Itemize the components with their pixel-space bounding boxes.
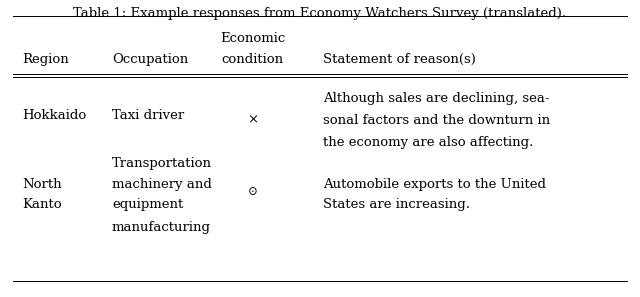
Text: Hokkaido: Hokkaido bbox=[22, 109, 86, 122]
Text: Statement of reason(s): Statement of reason(s) bbox=[323, 53, 476, 66]
Text: North: North bbox=[22, 178, 62, 191]
Text: equipment: equipment bbox=[112, 198, 183, 211]
Text: sonal factors and the downturn in: sonal factors and the downturn in bbox=[323, 114, 550, 127]
Text: ×: × bbox=[247, 114, 259, 127]
Text: States are increasing.: States are increasing. bbox=[323, 198, 470, 211]
Text: condition: condition bbox=[221, 53, 284, 66]
Text: Kanto: Kanto bbox=[22, 198, 62, 211]
Text: machinery and: machinery and bbox=[112, 178, 212, 191]
Text: manufacturing: manufacturing bbox=[112, 221, 211, 234]
Text: Economic: Economic bbox=[220, 32, 285, 45]
Text: Although sales are declining, sea-: Although sales are declining, sea- bbox=[323, 91, 550, 105]
Text: the economy are also affecting.: the economy are also affecting. bbox=[323, 136, 534, 149]
Text: Transportation: Transportation bbox=[112, 157, 212, 170]
Text: ⊙: ⊙ bbox=[248, 185, 258, 198]
Text: Automobile exports to the United: Automobile exports to the United bbox=[323, 178, 546, 191]
Text: Taxi driver: Taxi driver bbox=[112, 109, 184, 122]
Text: Occupation: Occupation bbox=[112, 53, 188, 66]
Text: Table 1: Example responses from Economy Watchers Survey (translated).: Table 1: Example responses from Economy … bbox=[74, 7, 566, 20]
Text: Region: Region bbox=[22, 53, 69, 66]
